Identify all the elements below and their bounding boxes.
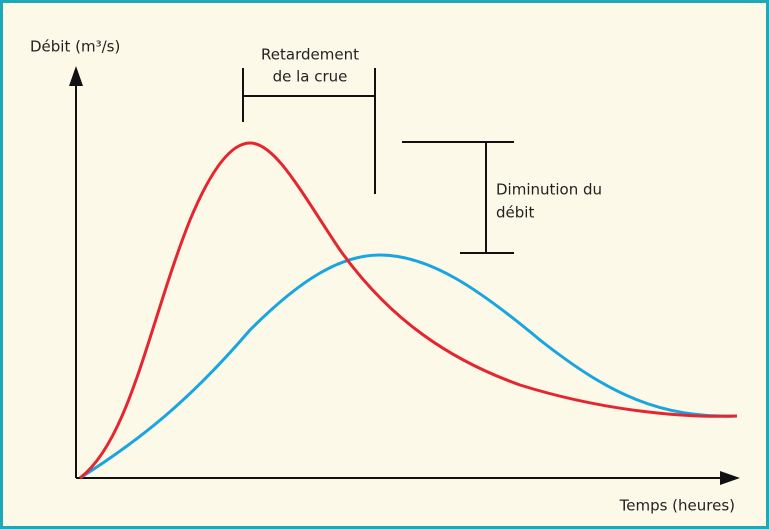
- y-axis-arrow: [69, 66, 83, 86]
- retarded-hydrograph: [79, 253, 738, 480]
- annotation-line: Diminution du: [496, 181, 602, 199]
- annotation-line: débit: [496, 204, 534, 222]
- annotation-line: de la crue: [273, 68, 348, 86]
- natural-hydrograph: [79, 141, 738, 480]
- y-axis-label: Débit (m³/s): [30, 38, 120, 56]
- reduction-bracket: [402, 141, 514, 254]
- x-axis-arrow: [720, 471, 740, 485]
- x-axis-label: Temps (heures): [619, 497, 735, 515]
- delay-bracket: [242, 68, 376, 194]
- annotation-line: Retardement: [261, 46, 359, 64]
